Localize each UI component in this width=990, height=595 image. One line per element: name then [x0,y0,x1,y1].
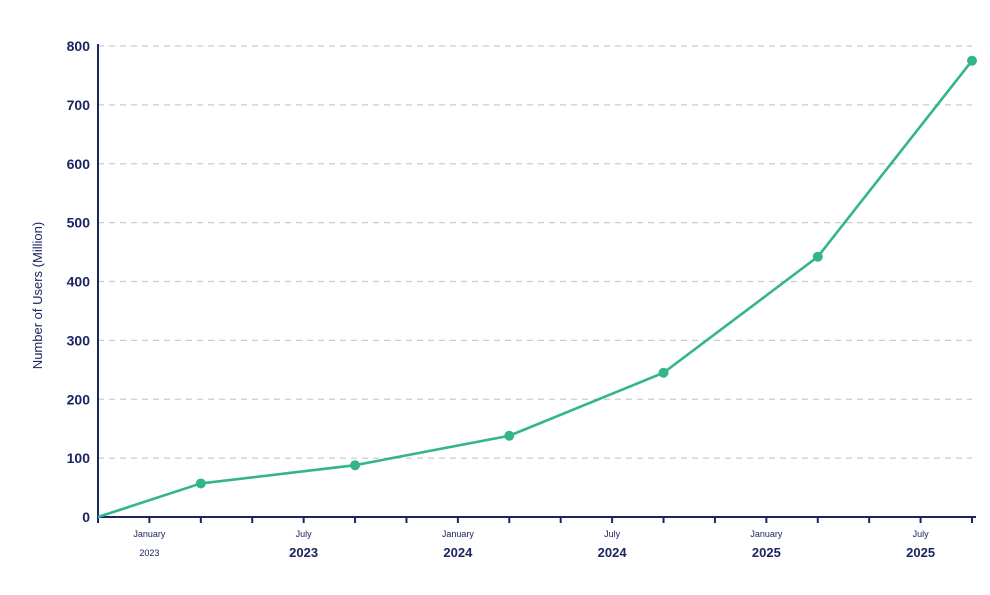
y-tick-label: 400 [67,274,91,290]
y-tick-label: 700 [67,97,91,113]
data-point [350,460,361,471]
data-points [195,55,977,489]
gridlines [98,45,972,459]
x-tick-label-year: 2024 [598,545,628,560]
series-line [97,59,974,519]
y-tick-label: 0 [82,509,90,525]
tick-labels: 0 100 200 300 400 500 600 700 800 January 2023 July… [67,38,935,560]
data-point [504,430,515,441]
x-tick-label-month: January [442,529,475,539]
data-point [658,367,669,378]
x-tick-label-month: July [913,529,930,539]
x-tick-label-year: 2023 [289,545,318,560]
x-tick-label-year: 2024 [443,545,473,560]
y-tick-label: 500 [67,215,91,231]
x-tick-label-month: July [604,529,621,539]
data-point [195,478,206,489]
y-tick-label: 300 [67,332,91,348]
y-tick-label: 800 [67,38,91,54]
data-point [812,251,823,262]
x-tick-label-month: January [133,529,166,539]
x-tick-label-month: July [296,529,313,539]
axes [97,44,976,523]
y-tick-label: 200 [67,391,91,407]
x-tick-label-year: 2025 [752,545,781,560]
x-tick-label-year: 2023 [139,548,159,558]
x-tick-label-year: 2025 [906,545,935,560]
y-axis-title: Number of Users (Million) [30,222,45,369]
y-tick-label: 600 [67,156,91,172]
x-tick-label-month: January [750,529,783,539]
data-point [967,55,977,66]
series-line-layer [97,59,974,519]
y-tick-label: 100 [67,450,91,466]
